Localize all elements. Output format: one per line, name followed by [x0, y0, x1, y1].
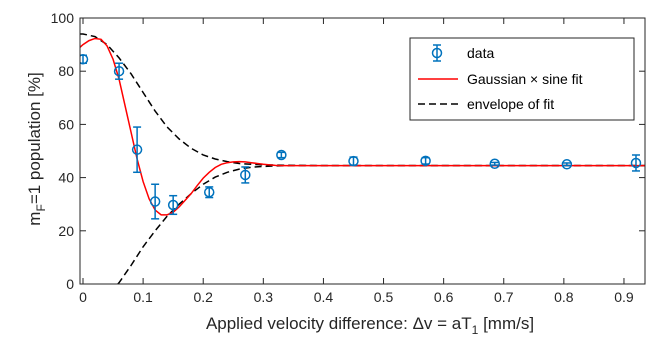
data-marker: [276, 149, 287, 161]
x-axis-label-subscript: 1: [472, 323, 479, 337]
data-point-4: [167, 194, 179, 216]
y-axis-label: mF=1 population [%]: [25, 72, 48, 225]
x-axis-label: Applied velocity difference: Δv = aT1 [m…: [206, 314, 534, 337]
legend-item-data: data: [431, 44, 494, 62]
data-marker: [630, 157, 642, 169]
x-tick-label: 0.8: [554, 289, 574, 305]
data-point-8: [348, 155, 359, 167]
legend-data-marker: [431, 47, 443, 59]
data-point-11: [561, 159, 573, 170]
plot-series: [80, 33, 645, 284]
data-marker: [489, 158, 500, 170]
legend-label-envelope: envelope of fit: [467, 96, 554, 112]
data-point-10: [489, 158, 500, 170]
y-tick-label: 20: [58, 223, 74, 239]
data-marker: [131, 144, 143, 155]
data-marker: [348, 155, 359, 167]
legend-label-fit: Gaussian × sine fit: [467, 71, 583, 87]
data-point-3: [149, 183, 161, 220]
data-point-5: [203, 186, 215, 199]
y-tick-label: 100: [51, 10, 75, 26]
data-marker: [420, 155, 431, 167]
x-tick-label: 0.5: [374, 289, 394, 305]
legend-item-envelope: envelope of fit: [418, 96, 554, 112]
x-tick-label: 0.9: [614, 289, 634, 305]
data-marker: [113, 65, 125, 77]
data-marker: [240, 169, 251, 181]
legend-label-data: data: [467, 45, 494, 61]
data-point-7: [276, 149, 287, 161]
y-tick-label: 80: [58, 63, 74, 79]
data-point-6: [240, 166, 251, 184]
y-axis-label-subscript: F: [34, 204, 48, 211]
data-marker: [80, 53, 89, 65]
data-point-1: [113, 62, 125, 80]
data-marker: [203, 186, 215, 198]
envelope-upper-line: [80, 33, 645, 167]
x-tick-label: 0: [79, 289, 87, 305]
x-tick-label: 0.7: [494, 289, 514, 305]
legend-item-fit: Gaussian × sine fit: [418, 71, 583, 87]
x-tick-label: 0.1: [133, 289, 153, 305]
legend: data Gaussian × sine fit envelope of fit: [409, 37, 635, 121]
y-tick-label: 0: [66, 276, 74, 292]
axes-box: [79, 17, 646, 285]
x-tick-label: 0.4: [314, 289, 334, 305]
y-tick-label: 40: [58, 170, 74, 186]
data-marker: [167, 199, 179, 211]
y-tick-label: 60: [58, 116, 74, 132]
data-point-9: [420, 155, 431, 167]
data-marker: [149, 196, 161, 207]
data-marker: [561, 159, 573, 170]
x-tick-label: 0.2: [193, 289, 213, 305]
x-tick-label: 0.3: [254, 289, 274, 305]
data-point-2: [131, 126, 143, 174]
axes-layer: 0 0.1 0.2 0.3 0.4 0.5 0.6 0.7 0.8 0.9 0 20 40 60 80 100: [51, 10, 646, 305]
x-tick-label: 0.6: [434, 289, 454, 305]
data-point-12: [630, 154, 642, 172]
